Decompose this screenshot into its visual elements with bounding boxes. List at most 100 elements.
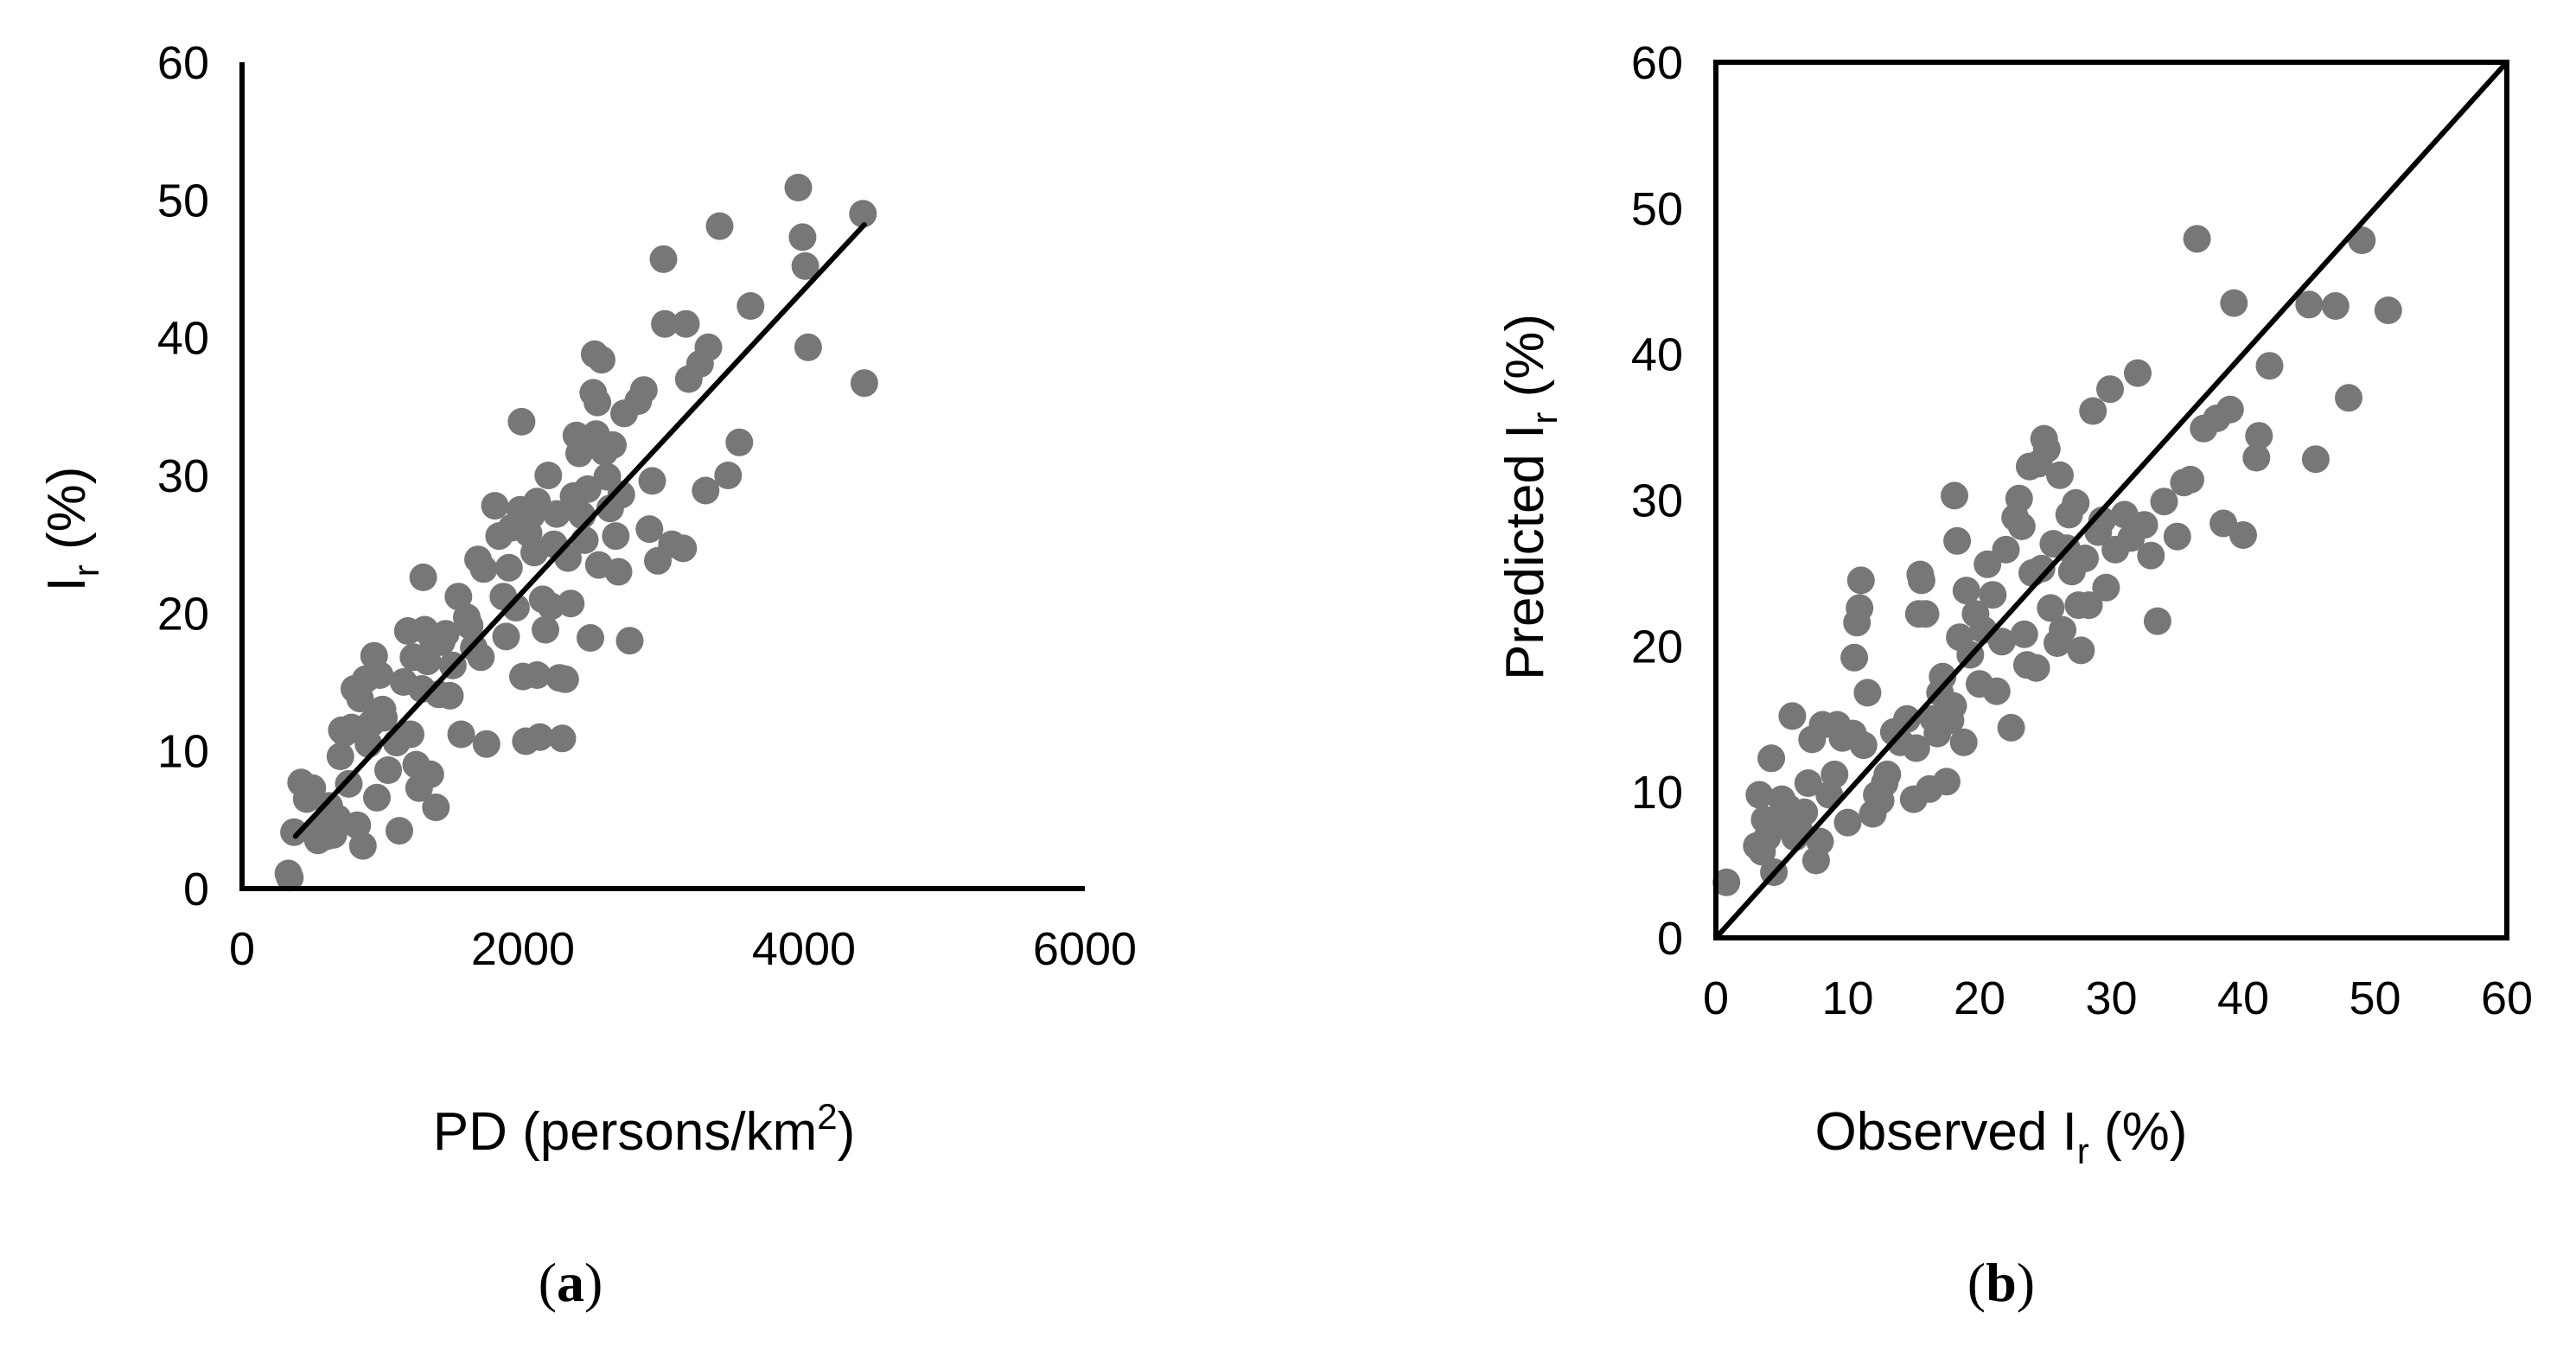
data-point bbox=[1794, 769, 1822, 797]
data-point bbox=[1745, 781, 1774, 809]
y-tick-label: 40 bbox=[157, 313, 209, 365]
data-point bbox=[638, 467, 666, 495]
data-point bbox=[2137, 541, 2165, 570]
data-point bbox=[370, 704, 399, 732]
data-point bbox=[1997, 713, 2025, 742]
data-point bbox=[1987, 628, 2016, 656]
data-point bbox=[2049, 615, 2077, 644]
y-tick-label: 40 bbox=[1631, 329, 1683, 381]
y-tick-label: 10 bbox=[157, 726, 209, 778]
data-point bbox=[2321, 292, 2350, 320]
x-tick-label: 30 bbox=[2085, 972, 2137, 1024]
data-point bbox=[2242, 443, 2271, 472]
data-point bbox=[280, 818, 309, 846]
data-point bbox=[2255, 352, 2284, 380]
x-tick-label: 0 bbox=[229, 923, 255, 975]
data-point bbox=[1949, 728, 1978, 756]
data-point bbox=[694, 333, 723, 361]
data-point bbox=[416, 760, 444, 788]
data-point bbox=[1712, 868, 1741, 896]
data-point bbox=[2088, 507, 2116, 535]
data-point bbox=[526, 723, 554, 751]
regression-line bbox=[292, 222, 867, 839]
data-point bbox=[1833, 808, 1862, 837]
x-axis-label-a-sup: 2 bbox=[817, 1096, 837, 1137]
data-point bbox=[577, 624, 604, 652]
scatter-points-a bbox=[274, 174, 878, 892]
y-axis-label-a-main: I bbox=[37, 577, 97, 591]
data-point bbox=[523, 661, 552, 689]
y-axis-label-b: Predicted Ir (%) bbox=[1495, 314, 1565, 680]
data-point bbox=[494, 553, 523, 582]
x-axis-label-a: PD (persons/km2) bbox=[433, 1096, 855, 1162]
data-point bbox=[1893, 704, 1922, 733]
data-point bbox=[1840, 643, 1869, 672]
y-tick-label: 20 bbox=[157, 588, 209, 640]
data-point bbox=[2177, 465, 2204, 494]
data-point bbox=[649, 245, 678, 273]
data-point bbox=[2143, 607, 2171, 635]
data-point bbox=[849, 200, 877, 228]
data-point bbox=[467, 643, 495, 672]
x-tick-labels-a: 0 2000 4000 6000 bbox=[229, 923, 1137, 975]
data-point bbox=[298, 774, 327, 802]
data-point bbox=[2374, 296, 2402, 324]
x-tick-labels-b: 0 10 20 30 40 50 60 bbox=[1703, 972, 2533, 1024]
data-point bbox=[1952, 577, 1980, 605]
data-point bbox=[635, 515, 664, 544]
data-point bbox=[276, 864, 304, 892]
data-point bbox=[557, 590, 585, 618]
caption-a-prefix: ( bbox=[539, 1252, 557, 1313]
y-tick-label: 20 bbox=[1631, 621, 1683, 672]
x-tick-label: 60 bbox=[2481, 972, 2533, 1024]
data-point bbox=[672, 309, 700, 338]
data-point bbox=[1982, 677, 2011, 705]
data-point bbox=[374, 756, 402, 784]
data-point bbox=[692, 476, 720, 505]
data-point bbox=[2075, 591, 2103, 620]
data-point bbox=[588, 346, 615, 374]
caption-a: (a) bbox=[539, 1252, 603, 1313]
data-point bbox=[348, 832, 377, 860]
plot-frame-b bbox=[1713, 60, 2509, 940]
data-point bbox=[2295, 290, 2324, 319]
data-point bbox=[2037, 594, 2065, 622]
data-point bbox=[397, 720, 424, 749]
data-point bbox=[2150, 488, 2178, 516]
data-point bbox=[615, 627, 644, 655]
data-point bbox=[335, 769, 363, 798]
data-point bbox=[366, 661, 394, 689]
data-point bbox=[447, 720, 475, 749]
data-point bbox=[386, 817, 413, 845]
data-point bbox=[2335, 384, 2362, 412]
y-axis-label-b-sub: r bbox=[1524, 412, 1565, 424]
data-point bbox=[2005, 484, 2033, 513]
x-tick-label: 50 bbox=[2349, 972, 2401, 1024]
x-tick-label: 10 bbox=[1821, 972, 1873, 1024]
data-point bbox=[501, 594, 530, 622]
data-point bbox=[2092, 573, 2120, 602]
data-point bbox=[1941, 481, 1968, 510]
data-point bbox=[1806, 827, 1834, 856]
data-point bbox=[534, 462, 563, 489]
x-axis-label-b-sub: r bbox=[2077, 1131, 2089, 1171]
x-tick-label: 6000 bbox=[1033, 923, 1137, 975]
data-point bbox=[2022, 653, 2050, 682]
data-point bbox=[788, 223, 817, 252]
data-point bbox=[1853, 679, 1882, 707]
caption-b-letter: b bbox=[1986, 1252, 2017, 1313]
data-point bbox=[607, 481, 635, 509]
y-axis-label-b-end: (%) bbox=[1495, 314, 1555, 412]
x-axis-label-a-main: PD (persons/km bbox=[433, 1102, 817, 1162]
data-point bbox=[2096, 375, 2124, 404]
data-point bbox=[2245, 422, 2273, 450]
y-axis-label-b-main: Predicted I bbox=[1495, 424, 1555, 680]
data-point bbox=[1790, 798, 1819, 826]
data-point bbox=[2007, 512, 2036, 540]
data-point bbox=[492, 622, 520, 651]
data-point bbox=[1929, 662, 1957, 691]
data-point bbox=[1846, 566, 1875, 595]
data-point bbox=[532, 615, 559, 644]
x-tick-label: 0 bbox=[1703, 972, 1729, 1024]
x-axis-label-a-end: ) bbox=[838, 1102, 856, 1162]
